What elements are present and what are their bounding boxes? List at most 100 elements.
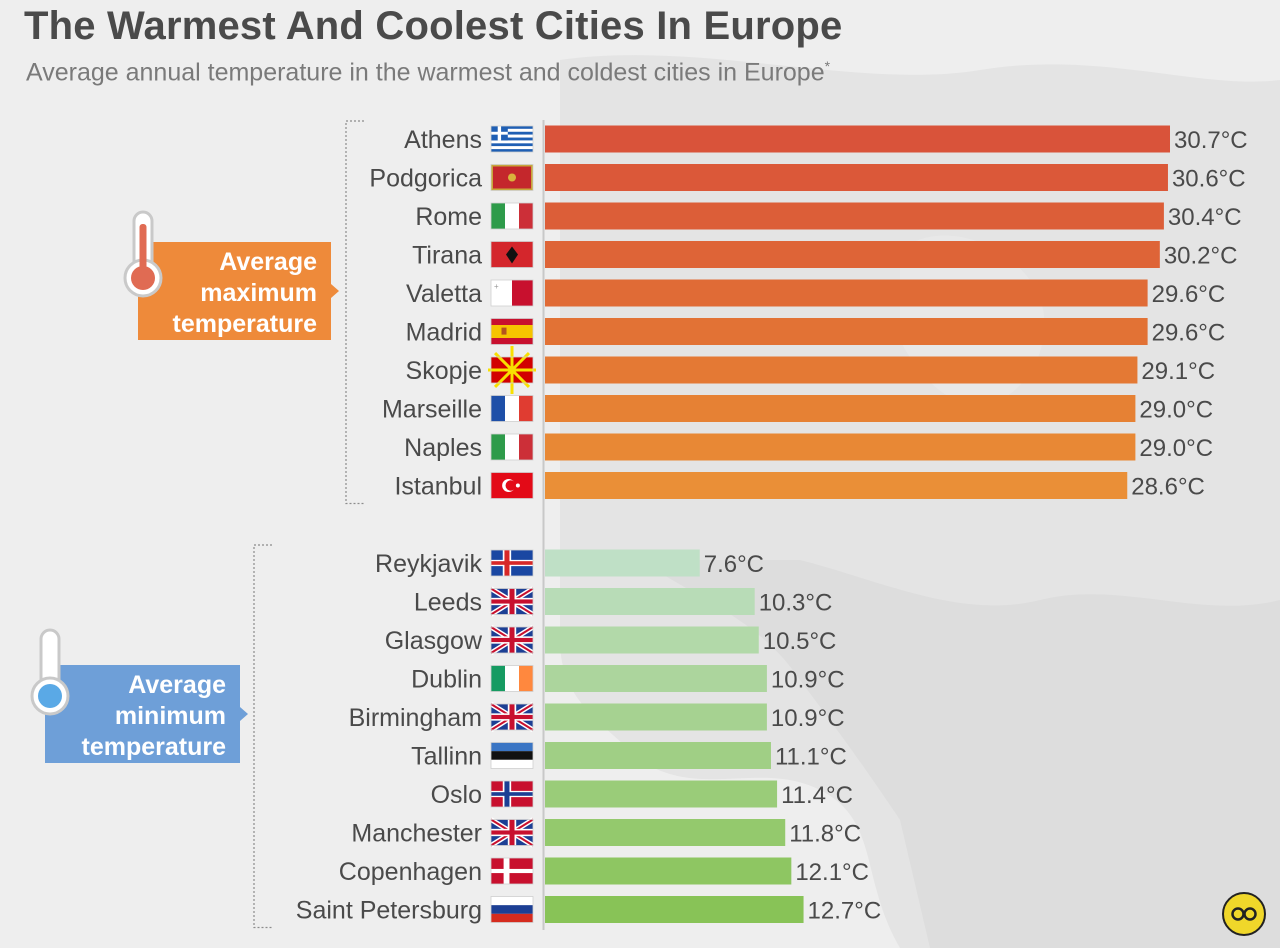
bar [545,665,767,692]
category-label: Leeds [414,589,482,617]
group-badge [45,665,248,763]
uk-flag-icon [489,817,535,848]
bar [545,703,767,731]
series-group-minimum: Reykjavik 7.6°C Leeds 10.3°C Glasgow 10.5°C Du… [30,544,882,929]
category-label: Rome [415,203,482,231]
category-label: Glasgow [385,627,483,655]
category-label: Athens [404,126,482,154]
bar [545,857,792,885]
value-label: 12.1°C [795,859,869,886]
france-flag-icon [490,395,534,422]
italy-flag-icon [490,433,534,461]
bar [545,433,1136,461]
bar [545,588,755,615]
spain-flag-icon [490,318,534,345]
category-label: Podgorica [369,165,482,193]
value-label: 29.1°C [1141,358,1215,385]
value-label: 11.8°C [789,821,861,848]
greece-flag-icon [490,125,534,153]
montenegro-flag-icon [490,164,534,191]
group-bracket [253,544,272,929]
group-label-line: temperature [173,310,318,338]
category-label: Reykjavik [375,550,482,578]
category-label: Skopje [406,357,482,385]
albania-flag-icon [490,241,534,268]
value-label: 10.9°C [771,705,845,732]
value-label: 29.0°C [1139,435,1213,462]
chart-subtitle: Average annual temperature in the warmes… [26,58,831,87]
category-label: Saint Petersburg [296,897,482,925]
group-label-line: Average [219,248,317,276]
category-label: Tirana [412,242,482,270]
category-label: Naples [404,434,482,462]
group-label-line: maximum [200,279,317,307]
value-label: 7.6°C [704,551,764,578]
category-label: Oslo [431,781,482,809]
chart-title: The Warmest And Coolest Cities In Europe [24,4,843,48]
category-label: Manchester [351,820,482,848]
iceland-flag-icon [490,549,534,577]
category-label: Copenhagen [339,858,482,886]
value-label: 29.6°C [1152,320,1226,347]
bar [545,279,1148,307]
bar [545,819,786,846]
bar [545,202,1164,230]
group-bracket [345,120,364,505]
uk-flag-icon [489,624,535,656]
uk-flag-icon [489,586,535,617]
category-label: Istanbul [394,473,482,501]
value-label: 11.4°C [781,782,853,809]
footnote-mark: * [824,58,831,74]
denmark-flag-icon [490,857,534,885]
bar [545,742,771,769]
turkey-flag-icon [490,472,534,499]
category-label: Tallinn [411,743,482,771]
norway-flag-icon [490,780,534,808]
value-label: 28.6°C [1131,474,1205,501]
bar [545,626,759,654]
bar [545,896,804,923]
bar [545,780,778,808]
bar [545,395,1136,422]
malta-flag-icon: + [490,279,534,307]
value-label: 10.9°C [771,667,845,694]
value-label: 10.5°C [763,628,837,655]
ireland-flag-icon [490,665,534,692]
value-label: 30.4°C [1168,204,1242,231]
category-label: Madrid [406,319,482,347]
value-label: 11.1°C [775,744,847,771]
group-badge [138,242,339,340]
thermometer-cold-icon [30,628,70,716]
group-label-line: temperature [82,733,227,761]
category-label: Birmingham [349,704,482,732]
bar [545,356,1138,384]
category-label: Marseille [382,396,482,424]
group-label-line: Average [128,671,226,699]
value-label: 12.7°C [808,898,882,925]
uk-flag-icon [489,701,535,733]
bar [545,164,1168,191]
category-label: Valetta [406,280,482,308]
brand-logo-icon [1222,892,1266,936]
bar [545,318,1148,345]
series-group-maximum: Athens 30.7°C Podgorica 30.6°C Rome 30.4°C Tir… [123,120,1248,505]
value-label: 30.7°C [1174,127,1248,154]
value-label: 29.6°C [1152,281,1226,308]
thermometer-hot-icon [123,210,163,298]
bar [545,125,1170,153]
value-label: 29.0°C [1139,397,1213,424]
value-label: 10.3°C [759,590,833,617]
category-label: Dublin [411,666,482,694]
group-label-line: minimum [115,702,226,730]
bar [545,549,700,577]
russia-flag-icon [490,896,534,923]
value-label: 30.6°C [1172,166,1246,193]
estonia-flag-icon [490,742,534,769]
bar [545,241,1160,268]
bar [545,472,1128,499]
value-label: 30.2°C [1164,243,1238,270]
svg-text:+: + [494,282,499,291]
north-macedonia-flag-icon [488,346,536,394]
italy-flag-icon [490,202,534,230]
